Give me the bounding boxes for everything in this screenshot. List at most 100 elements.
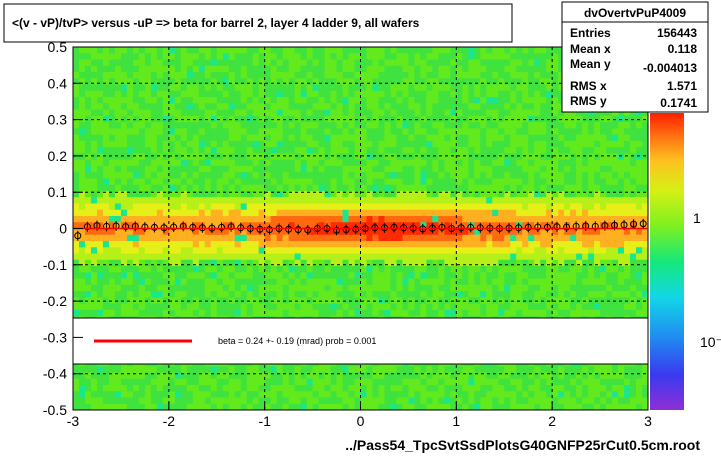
heatmap-cell — [276, 259, 284, 267]
heatmap-cell — [96, 278, 104, 286]
heatmap-cell — [132, 78, 140, 85]
heatmap-cell — [84, 247, 92, 254]
heatmap-cell — [234, 284, 242, 292]
heatmap-cell — [73, 47, 80, 54]
heatmap-cell — [360, 228, 367, 236]
heatmap-cell — [108, 222, 116, 229]
heatmap-cell — [78, 222, 86, 229]
heatmap-cell — [534, 97, 541, 104]
heatmap-cell — [552, 134, 559, 142]
heatmap-cell — [450, 90, 457, 98]
heatmap-cell — [96, 128, 104, 136]
heatmap-cell — [468, 159, 475, 167]
heatmap-cell — [432, 190, 439, 198]
heatmap-cell — [204, 140, 212, 148]
heatmap-cell — [288, 109, 296, 117]
heatmap-cell — [360, 241, 367, 248]
heatmap-cell — [73, 247, 80, 254]
heatmap-cell — [90, 165, 98, 173]
heatmap-cell — [456, 272, 463, 279]
heatmap-cell — [438, 53, 445, 60]
heatmap-cell — [420, 53, 427, 60]
heatmap-cell — [558, 59, 565, 67]
heatmap-cell — [192, 272, 200, 279]
heatmap-cell — [108, 65, 116, 73]
heatmap-cell — [522, 190, 529, 198]
heatmap-cell — [366, 134, 373, 142]
heatmap-cell — [73, 122, 80, 129]
heatmap-cell — [288, 172, 296, 179]
heatmap-cell — [252, 303, 260, 311]
heatmap-cell — [492, 103, 499, 110]
heatmap-cell — [156, 303, 164, 311]
heatmap-cell — [480, 122, 487, 129]
heatmap-cell — [324, 278, 331, 286]
heatmap-cell — [240, 309, 248, 317]
heatmap-cell — [306, 391, 313, 398]
heatmap-cell — [558, 303, 565, 311]
heatmap-cell — [492, 159, 499, 167]
heatmap-cell — [174, 203, 182, 211]
heatmap-cell — [84, 72, 92, 79]
heatmap-cell — [342, 53, 349, 60]
heatmap-cell — [360, 59, 367, 67]
heatmap-cell — [396, 172, 403, 179]
heatmap-cell — [168, 291, 176, 298]
heatmap-cell — [318, 47, 325, 54]
heatmap-cell — [102, 178, 110, 186]
heatmap-cell — [324, 128, 331, 136]
heatmap-cell — [312, 165, 319, 173]
heatmap-cell — [300, 165, 307, 173]
heatmap-cell — [73, 109, 80, 117]
heatmap-cell — [450, 134, 457, 142]
heatmap-cell — [432, 97, 439, 104]
heatmap-cell — [366, 247, 373, 254]
heatmap-cell — [132, 159, 140, 167]
heatmap-cell — [138, 366, 146, 373]
heatmap-cell — [204, 53, 212, 60]
heatmap-cell — [294, 403, 301, 410]
heatmap-cell — [582, 215, 589, 223]
heatmap-cell — [438, 178, 445, 186]
heatmap-cell — [78, 384, 86, 392]
heatmap-cell — [510, 234, 517, 242]
heatmap-cell — [402, 59, 409, 67]
heatmap-cell — [108, 134, 116, 142]
heatmap-cell — [168, 197, 176, 204]
heatmap-cell — [336, 47, 343, 54]
heatmap-cell — [354, 284, 361, 292]
heatmap-cell — [426, 53, 433, 60]
heatmap-cell — [348, 303, 355, 311]
heatmap-cell — [354, 278, 361, 286]
heatmap-cell — [462, 403, 469, 410]
heatmap-cell — [360, 403, 367, 410]
heatmap-cell — [534, 203, 541, 211]
heatmap-cell — [114, 247, 122, 254]
heatmap-cell — [252, 65, 260, 73]
heatmap-cell — [528, 397, 535, 405]
heatmap-cell — [546, 203, 553, 211]
heatmap-cell — [150, 90, 158, 98]
heatmap-cell — [234, 197, 242, 204]
heatmap-cell — [330, 109, 337, 117]
heatmap-cell — [480, 90, 487, 98]
heatmap-cell — [582, 291, 589, 298]
heatmap-cell — [414, 84, 421, 92]
heatmap-cell — [510, 128, 517, 136]
heatmap-cell — [138, 159, 146, 167]
heatmap-cell — [570, 122, 577, 129]
heatmap-cell — [402, 247, 409, 254]
heatmap-cell — [150, 197, 158, 204]
heatmap-cell — [73, 391, 80, 398]
heatmap-cell — [288, 47, 296, 54]
heatmap-cell — [150, 284, 158, 292]
heatmap-cell — [318, 366, 325, 373]
heatmap-cell — [450, 65, 457, 73]
heatmap-cell — [486, 84, 493, 92]
heatmap-cell — [420, 215, 427, 223]
heatmap-cell — [150, 147, 158, 154]
heatmap-cell — [306, 397, 313, 405]
heatmap-cell — [330, 259, 337, 267]
heatmap-cell — [498, 90, 505, 98]
heatmap-cell — [480, 253, 487, 261]
